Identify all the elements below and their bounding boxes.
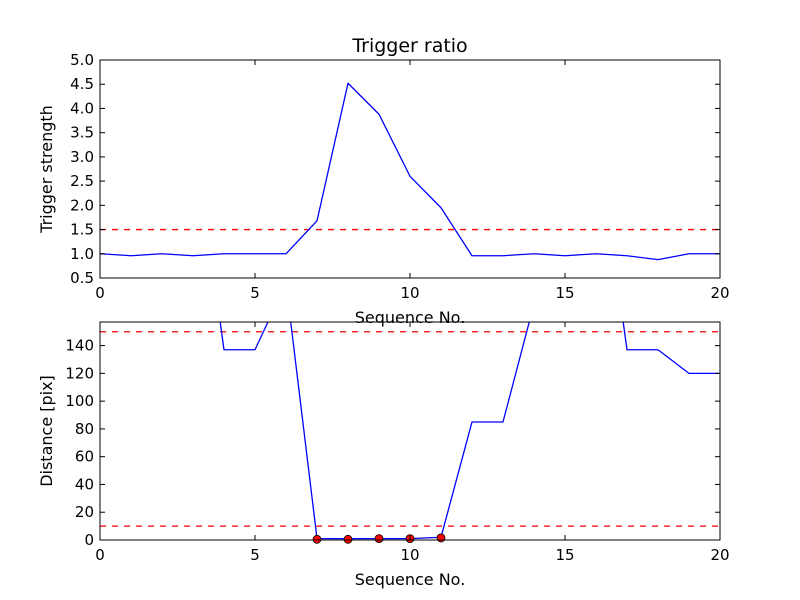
y-tick-label: 2.0 (70, 196, 94, 214)
data-point (656, 348, 660, 352)
y-axis-label: Trigger strength (37, 105, 56, 234)
data-point (687, 371, 691, 375)
axes-frame (99, 321, 721, 541)
data-point (563, 254, 567, 258)
data-point (532, 302, 536, 306)
y-tick-label: 60 (75, 448, 94, 466)
data-point (594, 121, 598, 125)
marker-point (343, 534, 353, 544)
data-point (470, 420, 474, 424)
data-point (470, 254, 474, 258)
data-point (129, 254, 133, 258)
axes-frame (99, 59, 721, 279)
marker-point (312, 534, 322, 544)
series-line-0 (100, 82, 720, 261)
data-point (656, 258, 660, 262)
y-tick-label: 1.0 (70, 245, 94, 263)
y-axis-label: Distance [pix] (37, 375, 56, 487)
data-point (563, 121, 567, 125)
data-point (501, 254, 505, 258)
y-tick-label: 100 (65, 392, 94, 410)
y-tick-label: 0 (84, 531, 94, 549)
data-point (160, 252, 164, 256)
y-tick-label: 4.0 (70, 99, 94, 117)
x-tick-label: 5 (250, 546, 260, 564)
y-tick-label: 4.5 (70, 75, 94, 93)
y-tick-label: 3.0 (70, 148, 94, 166)
x-tick-label: 0 (95, 284, 105, 302)
data-point (625, 254, 629, 258)
chart-title: Trigger ratio (351, 35, 467, 57)
data-point (625, 348, 629, 352)
x-tick-label: 15 (555, 546, 574, 564)
y-tick-label: 80 (75, 420, 94, 438)
data-point (191, 121, 195, 125)
data-point (222, 252, 226, 256)
y-tick-label: 3.5 (70, 124, 94, 142)
y-tick-label: 40 (75, 475, 94, 493)
y-tick-label: 1.5 (70, 221, 94, 239)
x-tick-label: 5 (250, 284, 260, 302)
x-tick-label: 10 (400, 546, 419, 564)
data-point (346, 81, 350, 85)
data-point (222, 348, 226, 352)
y-tick-label: 5.0 (70, 51, 94, 69)
marker-point (436, 533, 446, 543)
x-tick-label: 10 (400, 284, 419, 302)
data-point (501, 420, 505, 424)
data-point (532, 252, 536, 256)
data-point (594, 252, 598, 256)
top-subplot: 0 5 10 15 200.51.01.52.02.53.03.54.04.55.0Se… (37, 35, 730, 327)
data-point (191, 254, 195, 258)
x-tick-label: 15 (555, 284, 574, 302)
y-tick-label: 140 (65, 337, 94, 355)
data-point (253, 348, 257, 352)
data-point (253, 252, 257, 256)
y-tick-label: 20 (75, 503, 94, 521)
y-tick-label: 120 (65, 364, 94, 382)
series-line-0 (219, 322, 720, 540)
y-tick-label: 2.5 (70, 172, 94, 190)
x-tick-label: 0 (95, 546, 105, 564)
data-point (284, 252, 288, 256)
data-point (687, 252, 691, 256)
x-axis-label: Sequence No. (355, 570, 466, 589)
data-point (439, 206, 443, 210)
x-tick-label: 20 (710, 546, 729, 564)
data-point (315, 219, 319, 223)
data-point (408, 174, 412, 178)
data-point (377, 112, 381, 116)
y-tick-label: 0.5 (70, 269, 94, 287)
data-point (284, 281, 288, 285)
x-tick-label: 20 (710, 284, 729, 302)
marker-point (374, 534, 384, 544)
